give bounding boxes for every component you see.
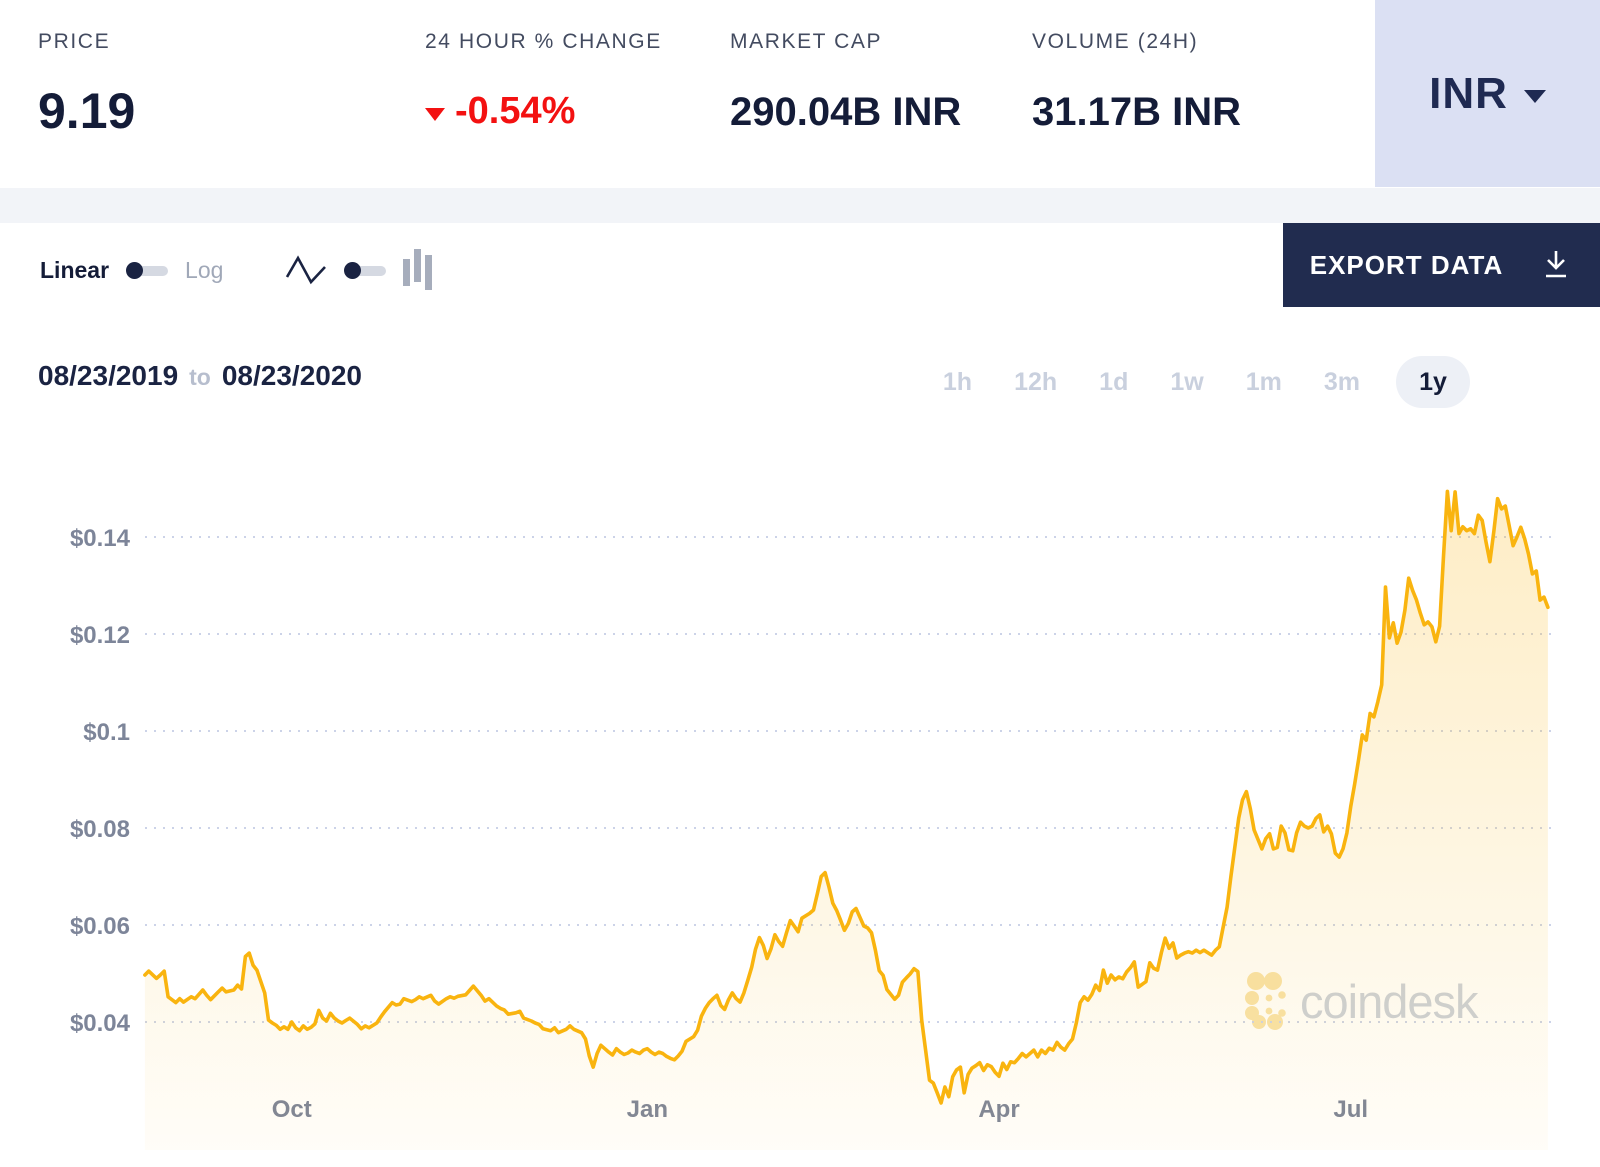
gridlines — [145, 536, 1553, 1023]
x-axis-labels: Oct Jan Apr Jul — [272, 1096, 1368, 1123]
volume-value: 31.17B INR — [1032, 90, 1241, 134]
range-button-1w[interactable]: 1w — [1170, 367, 1204, 396]
range-button-1d[interactable]: 1d — [1099, 367, 1129, 396]
download-icon — [1546, 251, 1567, 278]
x-axis-label: Jul — [1333, 1096, 1368, 1123]
market-cap-value: 290.04B INR — [730, 90, 962, 134]
y-axis-label: $0.06 — [70, 913, 130, 940]
scale-toggle-switch[interactable] — [126, 261, 169, 279]
date-range: 08/23/2019 to 08/23/2020 — [38, 360, 362, 392]
watermark-text: coindesk — [1300, 974, 1478, 1028]
y-axis-labels: $0.14 $0.12 $0.1 $0.08 $0.06 $0.04 — [70, 525, 131, 1037]
range-button-1m[interactable]: 1m — [1245, 367, 1282, 396]
y-axis-label: $0.08 — [70, 816, 130, 843]
date-from[interactable]: 08/23/2019 — [38, 360, 179, 391]
stat-24h-change: 24 HOUR % CHANGE -0.54% — [425, 30, 662, 133]
market-cap-label: MARKET CAP — [730, 30, 883, 53]
date-to[interactable]: 08/23/2020 — [221, 360, 362, 391]
y-axis-label: $0.1 — [83, 719, 130, 746]
y-axis-label: $0.04 — [70, 1010, 131, 1037]
header-divider-strip — [0, 188, 1600, 223]
scale-toggle-group: Linear Log — [40, 252, 223, 288]
range-buttons: 1h 12h 1d 1w 1m 3m 1y — [937, 356, 1470, 408]
line-chart-icon — [285, 255, 326, 285]
log-label[interactable]: Log — [185, 256, 224, 283]
down-triangle-icon — [425, 108, 445, 121]
stat-volume: VOLUME (24H) 31.17B INR — [1032, 30, 1241, 135]
coindesk-logo-icon — [1245, 972, 1286, 1030]
range-button-1h[interactable]: 1h — [942, 367, 973, 396]
price-value: 9.19 — [38, 83, 136, 139]
stat-price: PRICE 9.19 — [38, 30, 135, 140]
price-label: PRICE — [38, 30, 111, 53]
x-axis-label: Apr — [978, 1096, 1019, 1123]
bar-chart-icon — [403, 249, 432, 290]
change-label: 24 HOUR % CHANGE — [425, 30, 662, 53]
stat-market-cap: MARKET CAP 290.04B INR — [730, 30, 961, 135]
date-range-separator: to — [189, 364, 211, 390]
x-axis-label: Jan — [627, 1096, 668, 1123]
y-axis-label: $0.12 — [70, 622, 130, 649]
linear-label[interactable]: Linear — [40, 256, 110, 283]
price-area — [144, 491, 1548, 1150]
currency-selector[interactable]: INR — [1375, 0, 1600, 187]
chart-type-toggle-switch[interactable] — [344, 261, 386, 279]
range-button-1y[interactable]: 1y — [1396, 356, 1470, 408]
change-value: -0.54% — [455, 90, 576, 132]
watermark: coindesk — [1244, 972, 1478, 1030]
x-axis-label: Oct — [272, 1096, 312, 1123]
range-button-3m[interactable]: 3m — [1323, 367, 1360, 396]
chart-type-toggle-group — [285, 246, 433, 294]
chevron-down-icon — [1523, 90, 1546, 103]
volume-label: VOLUME (24H) — [1032, 30, 1199, 53]
range-button-12h[interactable]: 12h — [1014, 367, 1058, 396]
change-value-row: -0.54% — [425, 90, 662, 133]
export-data-button[interactable]: EXPORT DATA — [1283, 223, 1600, 307]
y-axis-label: $0.14 — [70, 525, 131, 552]
currency-value: INR — [1429, 68, 1508, 118]
export-data-label: EXPORT DATA — [1309, 249, 1504, 280]
